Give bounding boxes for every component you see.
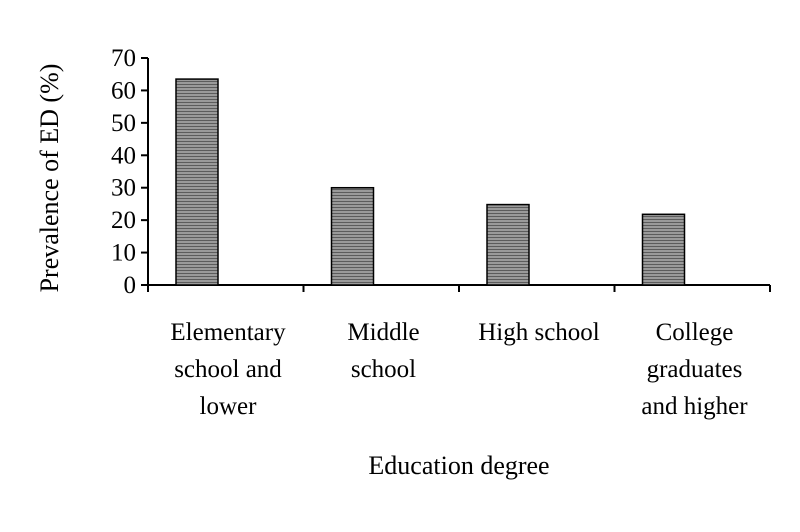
y-tick-label: 60 bbox=[111, 77, 136, 104]
y-axis-title: Prevalence of ED (%) bbox=[35, 64, 64, 293]
y-tick-label: 30 bbox=[111, 175, 136, 202]
x-category-label: Elementary school and lower bbox=[170, 319, 286, 420]
y-tick-label: 20 bbox=[111, 207, 136, 234]
y-tick-label: 40 bbox=[111, 142, 136, 169]
x-category-label: Middle school bbox=[347, 319, 419, 383]
y-axis-ticks: 0 10 20 30 40 50 60 70 bbox=[111, 45, 148, 299]
y-tick-label: 0 bbox=[124, 272, 137, 299]
x-category-label: High school bbox=[478, 319, 600, 346]
y-tick-label: 70 bbox=[111, 45, 136, 72]
bar bbox=[641, 213, 686, 286]
x-category-label: College graduates and higher bbox=[641, 319, 748, 420]
y-tick-label: 10 bbox=[111, 240, 136, 267]
x-axis-title: Education degree bbox=[368, 451, 549, 480]
bar bbox=[175, 78, 219, 286]
bars bbox=[175, 78, 686, 286]
y-tick-label: 50 bbox=[111, 110, 136, 137]
bar bbox=[330, 186, 375, 286]
x-axis-categories: Elementary school and lower Middle school Hig… bbox=[170, 319, 748, 420]
bar bbox=[486, 203, 530, 286]
